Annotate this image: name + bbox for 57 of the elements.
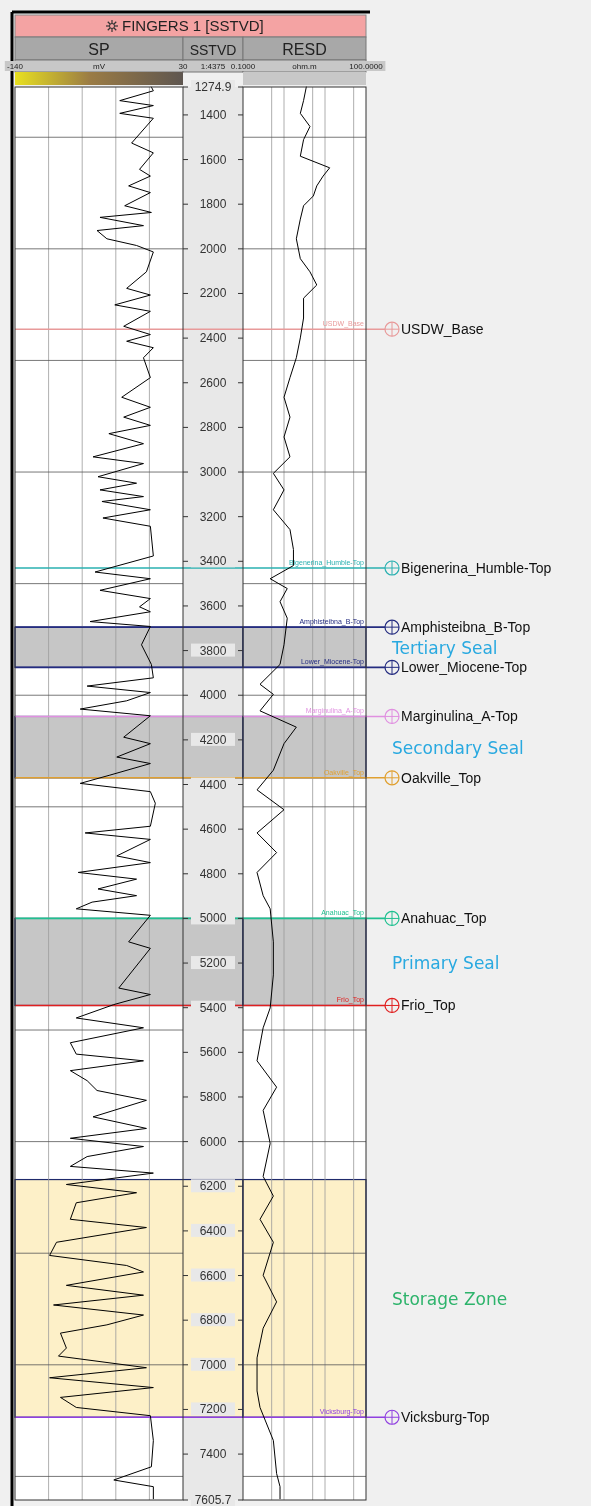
y-tick-label: 4000: [199, 688, 227, 703]
y-tick-label: 6800: [199, 1313, 227, 1328]
text: Marginulina_A-Top: [401, 708, 518, 725]
band-label: Tertiary Seal: [391, 638, 498, 659]
y-tick-label: 5800: [199, 1089, 227, 1104]
y-tick-label: 6600: [199, 1268, 227, 1283]
y-tick-label: 2800: [199, 420, 227, 435]
band-label: Primary Seal: [392, 952, 500, 973]
y-tick-label: 7200: [199, 1402, 227, 1417]
x-tick-label: 100.0000: [349, 62, 384, 71]
text: Vicksburg-Top: [401, 1409, 490, 1426]
text: Oakville_Top: [401, 769, 482, 786]
y-tick-label: 6000: [199, 1134, 227, 1149]
y-tick-label: 4400: [199, 777, 227, 792]
x-tick-label: 30: [178, 62, 188, 71]
y-tick-label: 2600: [199, 375, 227, 390]
y-tick-label: 1400: [199, 107, 227, 122]
band-label: Secondary Seal: [392, 738, 524, 759]
text: Amphisteibna_B-Top: [401, 619, 531, 636]
text: Anahuac_Top: [401, 910, 487, 927]
text: ohm.m: [292, 62, 318, 71]
x-tick-label: -140: [6, 62, 24, 71]
y-tick-label: 1800: [199, 197, 227, 212]
y-tick-label: 4800: [199, 866, 227, 881]
x-axis-title: RESD: [282, 41, 327, 58]
text: 1:4375: [200, 62, 226, 71]
y-tick-label: 7000: [199, 1357, 227, 1372]
y-tick-label: 3200: [199, 509, 227, 524]
x-axis-title: SP: [88, 41, 110, 58]
y-tick-label: 5600: [199, 1045, 227, 1060]
y-tick-label: 6400: [199, 1223, 227, 1238]
y-tick-label: 7400: [199, 1447, 227, 1462]
y-tick-label: 5000: [199, 911, 227, 926]
y-tick-label: 5400: [199, 1000, 227, 1015]
y-tick-label: 1274.9: [194, 80, 232, 94]
y-tick-label: 2000: [199, 241, 227, 256]
y-tick-label: 1600: [199, 152, 227, 167]
text: Bigenerina_Humble-Top: [401, 560, 552, 577]
text: USDW_Base: [401, 321, 484, 338]
y-tick-label: 2200: [199, 286, 227, 301]
text: mV: [93, 62, 106, 71]
y-tick-label: 4600: [199, 822, 227, 837]
band-label: Storage Zone: [392, 1289, 508, 1310]
chart-title: FINGERS 1 [SSTVD]: [122, 17, 264, 34]
y-tick-label: 7605.7: [194, 1493, 232, 1506]
y-tick-label: 6200: [199, 1179, 227, 1194]
text: Lower_Miocene-Top: [401, 659, 528, 676]
x-tick-label: 0.1000: [230, 62, 256, 71]
y-tick-label: 3600: [199, 598, 227, 613]
y-tick-label: 3400: [199, 554, 227, 569]
y-tick-label: 4200: [199, 732, 227, 747]
y-tick-label: 2400: [199, 331, 227, 346]
y-tick-label: 5200: [199, 956, 227, 971]
text: Frio_Top: [401, 997, 456, 1014]
y-tick-label: 3000: [199, 465, 227, 480]
y-axis-title: SSTVD: [189, 42, 237, 58]
y-tick-label: 3800: [199, 643, 227, 658]
